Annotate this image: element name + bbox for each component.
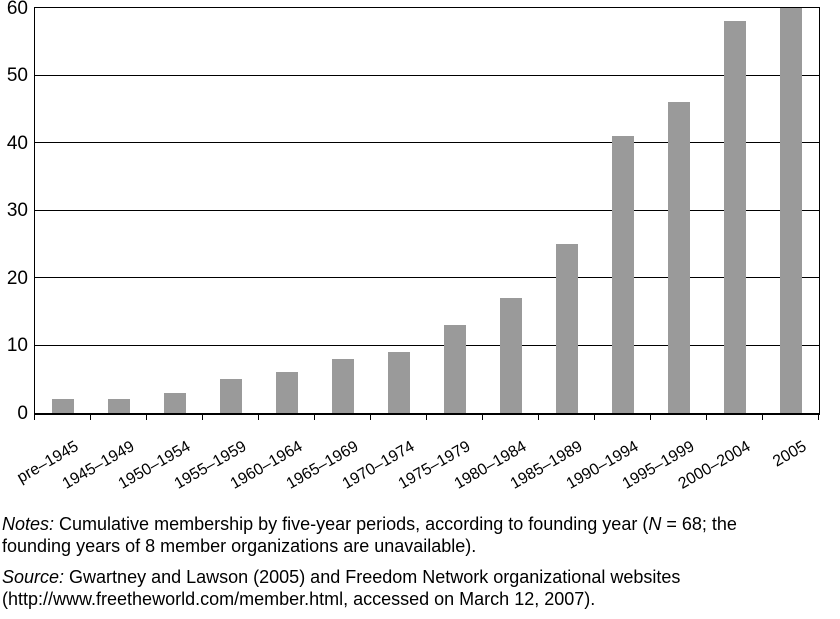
y-tick-label: 30 <box>6 200 28 221</box>
bar <box>556 244 578 413</box>
source-line1-text: Gwartney and Lawson (2005) and Freedom N… <box>64 567 681 587</box>
x-tick-mark <box>146 415 147 420</box>
bar-chart: 0 10 20 30 40 50 60 pre–1945 1945–1949 1950–1954 1… <box>6 0 820 493</box>
bar <box>724 21 746 413</box>
x-tick-mark <box>90 415 91 420</box>
x-tick-mark <box>258 415 259 420</box>
x-tick-mark <box>314 415 315 420</box>
x-tick-mark <box>34 415 35 420</box>
x-tick-mark <box>650 415 651 420</box>
bar <box>220 379 242 413</box>
x-tick-mark <box>762 415 763 420</box>
bar <box>164 393 186 413</box>
source-label: Source: <box>2 567 65 587</box>
y-tick-label: 50 <box>6 65 28 86</box>
gridline <box>35 277 819 278</box>
x-tick-mark <box>818 415 819 420</box>
notes-n-italic: N <box>648 514 662 534</box>
bar <box>444 325 466 413</box>
x-tick-mark <box>482 415 483 420</box>
notes-label: Notes: <box>2 514 55 534</box>
notes-line2-text: founding years of 8 member organizations… <box>2 536 477 556</box>
gridline <box>35 75 819 76</box>
y-tick-label: 0 <box>17 403 28 424</box>
bar <box>500 298 522 413</box>
notes-line1-end: = 68; the <box>661 514 737 534</box>
source-caption: Source: Gwartney and Lawson (2005) and F… <box>2 566 838 610</box>
x-tick-mark <box>426 415 427 420</box>
bar <box>388 352 410 413</box>
notes-line1-text: Cumulative membership by five-year perio… <box>54 514 649 534</box>
x-tick-mark <box>202 415 203 420</box>
bar <box>612 136 634 413</box>
y-tick-label: 10 <box>6 335 28 356</box>
bar <box>52 399 74 413</box>
bar <box>668 102 690 413</box>
gridline <box>35 142 819 143</box>
source-line2-text: (http://www.freetheworld.com/member.html… <box>2 589 596 609</box>
gridline <box>35 345 819 346</box>
x-tick-mark <box>706 415 707 420</box>
x-tick-mark <box>594 415 595 420</box>
y-tick-label: 20 <box>6 268 28 289</box>
bar <box>780 8 802 413</box>
bar <box>108 399 130 413</box>
notes-caption: Notes: Cumulative membership by five-yea… <box>2 513 838 557</box>
x-tick-mark <box>538 415 539 420</box>
x-tick-mark <box>370 415 371 420</box>
y-tick-label: 40 <box>6 133 28 154</box>
plot-area <box>34 7 820 415</box>
bar <box>332 359 354 413</box>
y-tick-label: 60 <box>6 0 28 19</box>
gridline <box>35 210 819 211</box>
bar <box>276 372 298 413</box>
